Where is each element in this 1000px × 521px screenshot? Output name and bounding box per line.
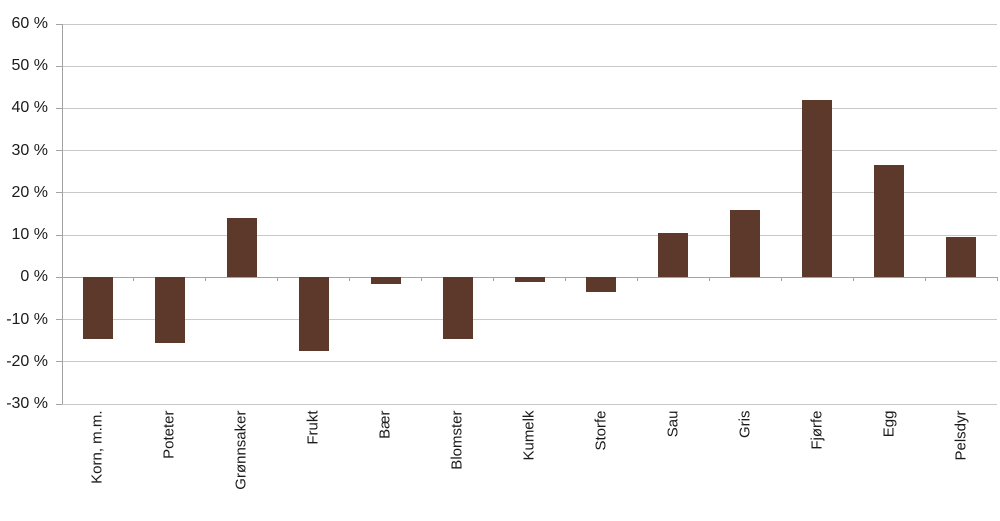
bar-Storfe	[586, 277, 617, 293]
x-axis-tick	[61, 277, 63, 282]
y-axis-label: -20 %	[6, 352, 48, 370]
x-axis-label: Bær	[376, 410, 394, 439]
y-axis-label: 30 %	[11, 141, 48, 159]
gridline	[62, 23, 997, 25]
y-axis-label: -10 %	[6, 310, 48, 328]
bar-Sau	[658, 233, 689, 278]
gridline	[62, 150, 997, 152]
gridline	[62, 234, 997, 236]
bar-Pelsdyr	[946, 237, 977, 278]
y-axis-label: -30 %	[6, 395, 48, 412]
bar-Egg	[874, 165, 905, 278]
bar-Fjørfe	[802, 100, 833, 278]
y-axis-tick	[56, 150, 62, 152]
bar-Korn, m.m.	[82, 277, 113, 339]
bar-Frukt	[298, 277, 329, 352]
x-axis-tick	[277, 277, 279, 282]
bar-Kumelk	[514, 277, 545, 282]
y-axis-tick	[56, 361, 62, 363]
x-axis-label: Fjørfe	[808, 410, 826, 450]
x-axis-label: Poteter	[160, 410, 178, 459]
x-axis-tick	[205, 277, 207, 282]
y-axis-label: 60 %	[11, 15, 48, 32]
y-axis-tick	[56, 276, 62, 278]
y-axis-tick	[56, 234, 62, 236]
gridline	[62, 361, 997, 363]
y-axis-tick	[56, 319, 62, 321]
y-axis-tick	[56, 107, 62, 109]
x-axis-tick	[564, 277, 566, 282]
bar-Grønnsaker	[226, 218, 257, 278]
x-axis-tick	[780, 277, 782, 282]
x-axis-label: Kumelk	[520, 410, 538, 461]
y-axis-label: 0 %	[20, 268, 48, 286]
y-axis-tick	[56, 65, 62, 67]
bar-Gris	[730, 209, 761, 278]
gridline	[62, 107, 997, 109]
gridline	[62, 192, 997, 194]
x-axis-label: Grønnsaker	[232, 410, 250, 490]
gridline	[62, 403, 997, 405]
x-axis-tick	[133, 277, 135, 282]
x-axis-label: Blomster	[448, 410, 466, 470]
x-axis-tick	[421, 277, 423, 282]
y-axis-label: 40 %	[11, 99, 48, 117]
y-axis-line	[62, 24, 63, 404]
bar-Blomster	[442, 277, 473, 339]
gridline	[62, 319, 997, 321]
x-axis-label: Frukt	[304, 410, 322, 445]
bar-Poteter	[154, 277, 185, 343]
x-axis-tick	[924, 277, 926, 282]
x-axis-tick	[636, 277, 638, 282]
y-axis-label: 20 %	[11, 183, 48, 201]
x-axis-tick	[708, 277, 710, 282]
x-axis-label: Korn, m.m.	[88, 410, 106, 484]
x-axis-tick	[349, 277, 351, 282]
x-axis-tick	[852, 277, 854, 282]
x-axis-tick	[493, 277, 495, 282]
y-axis-label: 50 %	[11, 57, 48, 75]
x-axis-label: Pelsdyr	[952, 410, 970, 461]
x-axis-label: Gris	[736, 410, 754, 438]
y-axis-tick	[56, 192, 62, 194]
gridline	[62, 65, 997, 67]
y-axis-tick	[56, 23, 62, 25]
x-axis-label: Storfe	[592, 410, 610, 451]
y-axis-label: 10 %	[11, 226, 48, 244]
y-axis-tick	[56, 403, 62, 405]
x-axis-tick	[996, 277, 998, 282]
x-axis-label: Egg	[880, 410, 898, 437]
bar-Bær	[370, 277, 401, 284]
x-axis-label: Sau	[664, 410, 682, 437]
